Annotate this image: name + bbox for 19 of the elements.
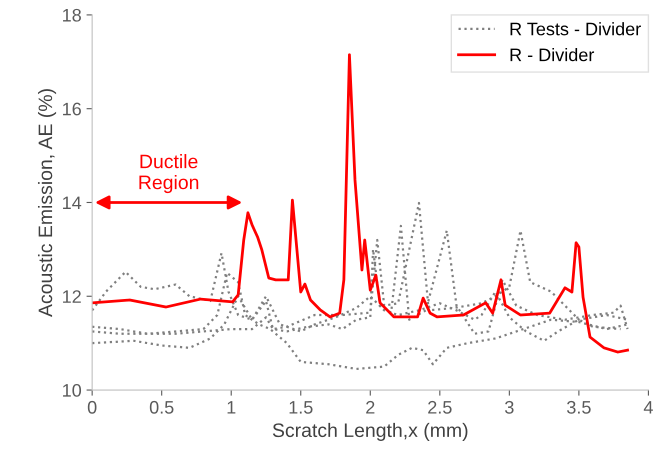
- x-tick-label: 3.5: [567, 400, 591, 414]
- x-tick-label: 4: [644, 401, 653, 414]
- y-tick-label: 18: [63, 8, 81, 22]
- y-tick-label: 12: [63, 290, 81, 303]
- x-tick-label: 1.5: [290, 401, 313, 414]
- x-axis-title: Scratch Length,x (mm): [272, 422, 468, 441]
- legend-label: R Tests - Divider: [510, 22, 641, 36]
- y-tick-label: 10: [63, 384, 82, 397]
- x-tick-label: 0.5: [150, 400, 174, 414]
- y-tick-label: 14: [63, 196, 82, 210]
- x-tick-label: 0: [88, 400, 96, 414]
- x-tick-label: 1: [228, 401, 236, 414]
- annotation: Ductile Region: [139, 154, 198, 194]
- y-axis-title: Acoustic Emission, AE (%): [38, 89, 56, 317]
- x-tick-label: 2: [366, 400, 374, 414]
- legend-label: R - Divider: [510, 48, 594, 62]
- x-tick-label: 3: [505, 400, 514, 414]
- x-tick-label: 2.5: [428, 400, 452, 414]
- y-tick-label: 16: [63, 102, 81, 116]
